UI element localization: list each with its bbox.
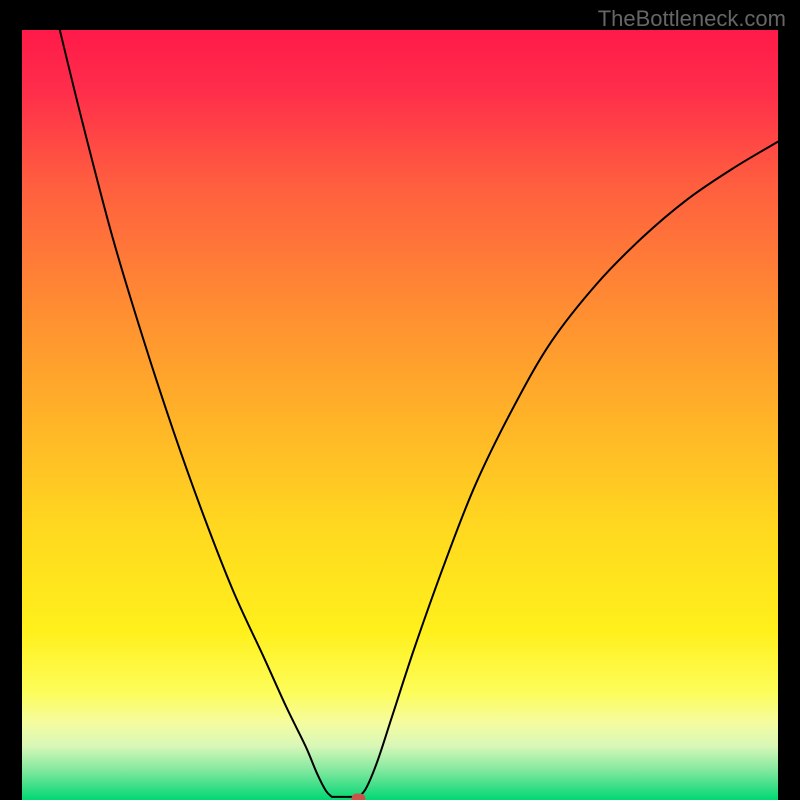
plot-background	[22, 30, 778, 800]
chart-svg	[0, 0, 800, 800]
bottleneck-chart	[0, 0, 800, 800]
optimum-marker	[351, 794, 365, 801]
watermark-label: TheBottleneck.com	[598, 6, 786, 32]
